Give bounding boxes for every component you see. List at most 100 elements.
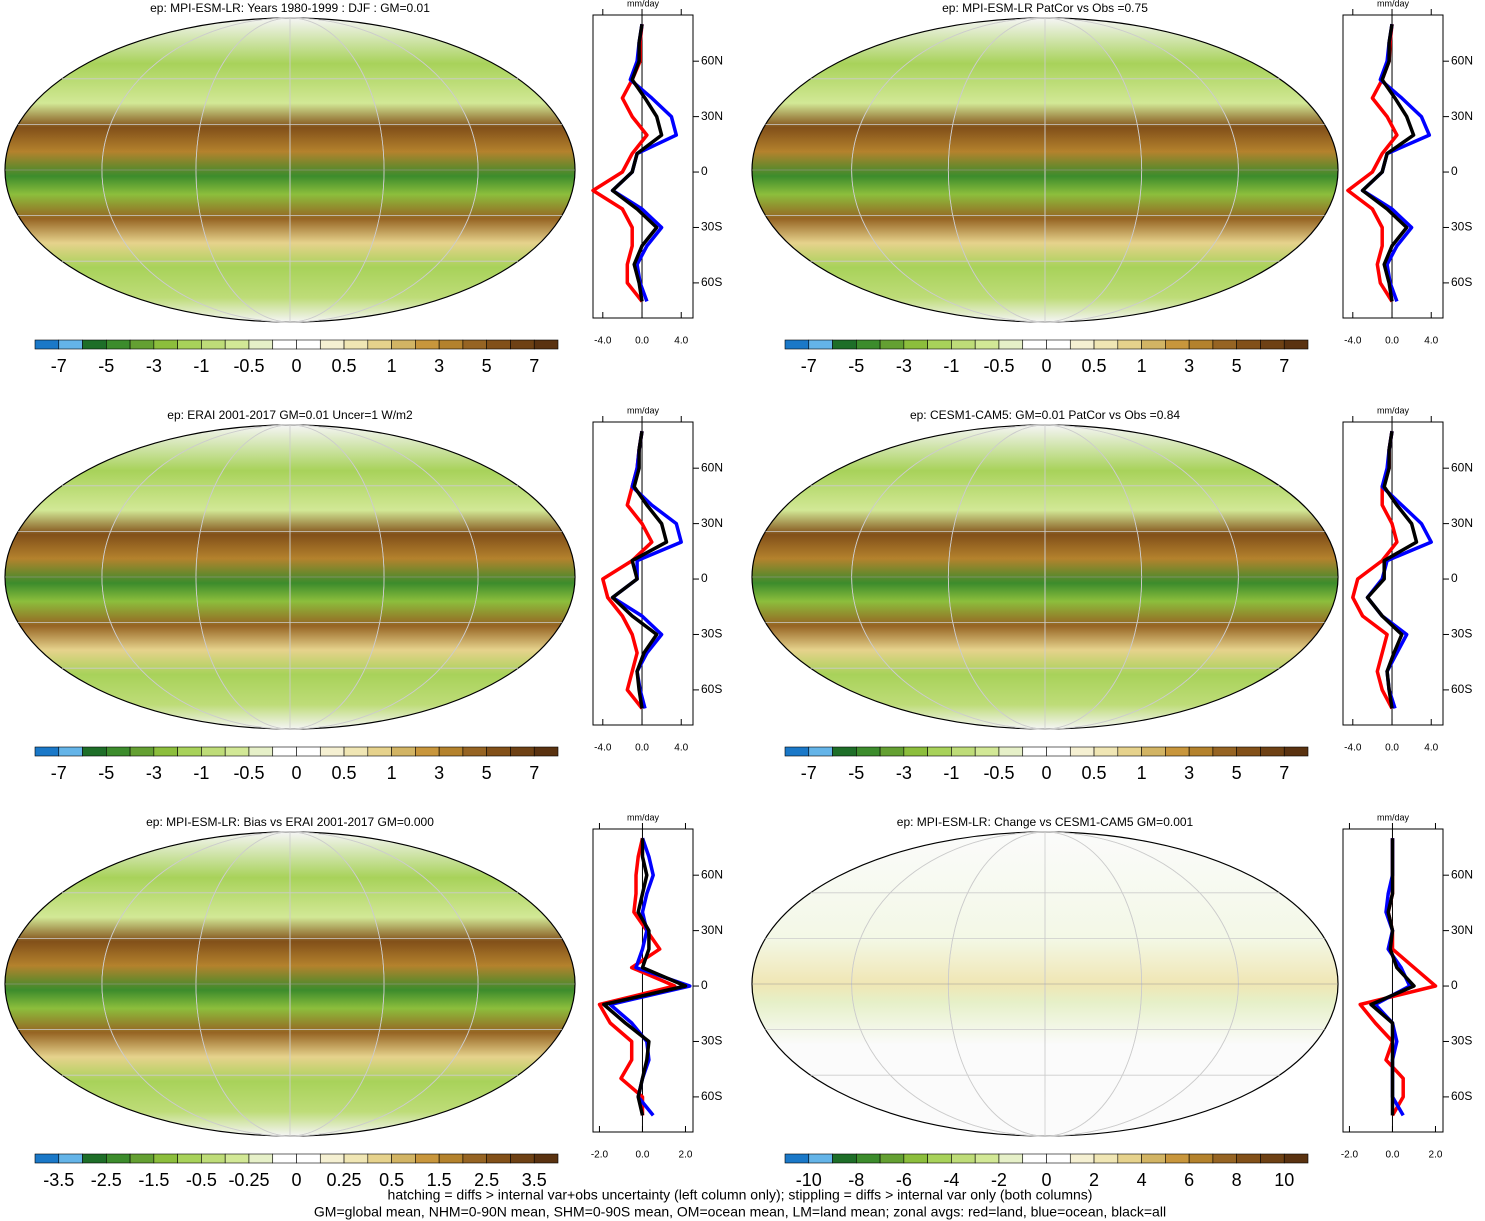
colorbar-label: -3	[146, 763, 162, 783]
colorbar-label: -3.5	[43, 1170, 74, 1190]
x-tick-label: 0.0	[1386, 1150, 1400, 1161]
y-tick-label: 30S	[701, 1034, 722, 1048]
colorbar-label: -5	[98, 763, 114, 783]
colorbar-label: 2.5	[474, 1170, 499, 1190]
colorbar-box	[415, 339, 440, 350]
panel-title: ep: MPI-ESM-LR: Years 1980-1999 : DJF : …	[150, 1, 430, 15]
colorbar-box	[34, 1153, 60, 1164]
colorbar-box	[998, 1153, 1024, 1164]
colorbar-label: 2	[1089, 1170, 1099, 1190]
x-axis-label: mm/day	[627, 0, 660, 8]
colorbar-box	[391, 339, 416, 350]
colorbar-box	[367, 339, 392, 350]
colorbar-box	[248, 339, 274, 350]
colorbar-label: 1	[387, 763, 397, 783]
colorbar-box	[1093, 746, 1119, 757]
colorbar-box	[951, 339, 976, 350]
colorbar-box	[1141, 339, 1166, 350]
colorbar-box	[153, 1153, 178, 1164]
colorbar-box	[201, 746, 226, 757]
colorbar-box	[1117, 1153, 1142, 1164]
y-tick-label: 60S	[701, 275, 722, 289]
plot-frame	[1342, 421, 1444, 726]
colorbar-label: 4	[1137, 1170, 1147, 1190]
colorbar-box	[177, 339, 202, 350]
colorbar-box	[129, 339, 155, 350]
colorbar-box	[879, 1153, 905, 1164]
colorbar-box	[1069, 1153, 1095, 1164]
colorbar-box	[201, 339, 226, 350]
colorbar-label: 0	[1041, 763, 1051, 783]
colorbar-box	[486, 746, 511, 757]
colorbar-box	[224, 746, 250, 757]
y-tick-label: 0	[1451, 164, 1458, 178]
colorbar-box	[1283, 746, 1309, 757]
plot-frame	[592, 14, 694, 319]
panel-title: ep: ERAI 2001-2017 GM=0.01 Uncer=1 W/m2	[167, 408, 413, 422]
colorbar-label: 3	[434, 356, 444, 376]
colorbar-label: -0.25	[228, 1170, 269, 1190]
colorbar-box	[1046, 746, 1071, 757]
x-tick-label: -4.0	[594, 743, 612, 754]
x-axis-label: mm/day	[1377, 812, 1410, 822]
colorbar-box	[1188, 746, 1214, 757]
colorbar-box	[272, 1153, 297, 1164]
y-tick-label: 0	[701, 164, 708, 178]
colorbar-label: 0	[291, 356, 301, 376]
colorbar-box	[927, 746, 952, 757]
colorbar-label: 5	[482, 356, 492, 376]
colorbar-box	[82, 339, 107, 350]
colorbar-label: -8	[848, 1170, 864, 1190]
colorbar-box	[903, 1153, 928, 1164]
colorbar-box	[951, 746, 976, 757]
colorbar-box	[1093, 1153, 1119, 1164]
y-tick-label: 60S	[701, 682, 722, 696]
y-tick-label: 30S	[1451, 627, 1472, 641]
colorbar-box	[832, 339, 857, 350]
colorbar-label: 1	[1137, 356, 1147, 376]
y-tick-label: 0	[701, 571, 708, 585]
colorbar-box	[927, 1153, 952, 1164]
colorbar-box	[224, 339, 250, 350]
y-tick-label: 60S	[1451, 1089, 1472, 1103]
colorbar-box	[129, 1153, 155, 1164]
colorbar-box	[1069, 746, 1095, 757]
colorbar-box	[58, 746, 83, 757]
colorbar-box	[510, 746, 535, 757]
colorbar-box	[832, 1153, 857, 1164]
y-tick-label: 30S	[701, 627, 722, 641]
colorbar-box	[486, 1153, 511, 1164]
colorbar-box	[34, 339, 60, 350]
zonal-line	[610, 23, 679, 303]
colorbar-box	[1165, 746, 1190, 757]
colorbar-box	[974, 1153, 1000, 1164]
zonal-line	[1360, 23, 1432, 303]
x-tick-label: 4.0	[1424, 743, 1438, 754]
colorbar-label: 6	[1184, 1170, 1194, 1190]
x-axis-label: mm/day	[1377, 0, 1410, 8]
zonal-line	[601, 430, 654, 710]
colorbar-box	[177, 1153, 202, 1164]
colorbar-box	[1260, 339, 1285, 350]
colorbar-box	[856, 1153, 881, 1164]
colorbar-box	[106, 339, 131, 350]
y-tick-label: 60S	[1451, 682, 1472, 696]
x-tick-label: -2.0	[591, 1150, 609, 1161]
colorbar-label: -2.5	[91, 1170, 122, 1190]
colorbar-box	[391, 1153, 416, 1164]
colorbar-box	[106, 1153, 131, 1164]
colorbar-label: 0	[291, 1170, 301, 1190]
colorbar-label: 0.25	[327, 1170, 362, 1190]
colorbar-label: -0.5	[233, 356, 264, 376]
x-tick-label: 2.0	[679, 1150, 693, 1161]
colorbar-box	[974, 339, 1000, 350]
y-tick-label: 60N	[701, 460, 723, 474]
colorbar-box	[343, 1153, 369, 1164]
panel-title: ep: MPI-ESM-LR PatCor vs Obs =0.75	[942, 1, 1148, 15]
colorbar-box	[927, 339, 952, 350]
x-tick-label: -4.0	[1344, 336, 1362, 347]
colorbar-box	[272, 746, 297, 757]
colorbar-box	[319, 1153, 345, 1164]
colorbar-box	[177, 746, 202, 757]
y-tick-label: 30N	[701, 516, 723, 530]
